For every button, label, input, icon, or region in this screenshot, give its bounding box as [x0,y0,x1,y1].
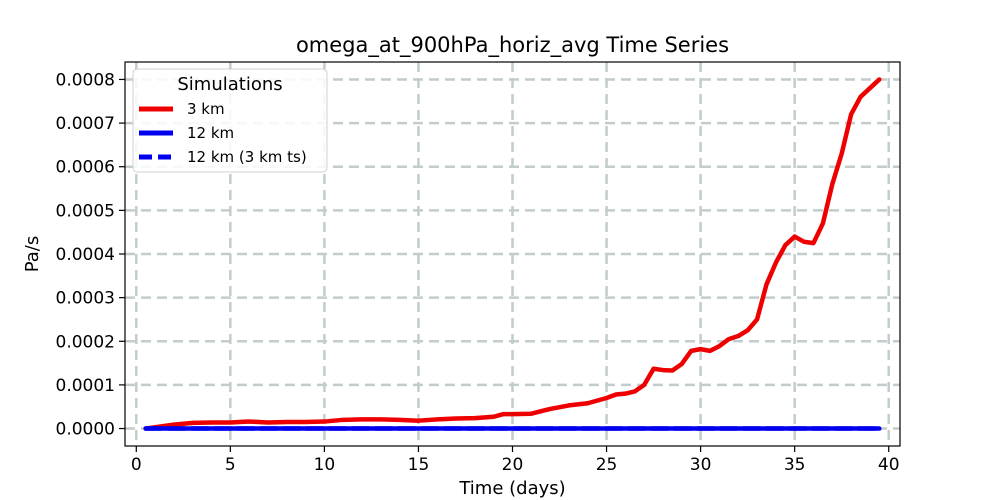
y-tick-label: 0.0001 [56,376,115,396]
x-tick-label: 20 [502,455,524,475]
x-tick-label: 40 [878,455,900,475]
legend: Simulations 3 km 12 km 12 km (3 km ts) [132,68,328,173]
legend-label: 12 km [187,124,234,142]
legend-entry: 12 km (3 km ts) [139,148,307,166]
legend-label: 12 km (3 km ts) [187,148,307,166]
x-axis-label: Time (days) [458,478,565,499]
y-tick-label: 0.0005 [56,201,115,221]
y-axis-ticks: 0.0000 0.0001 0.0002 0.0003 0.0004 0.0005 0.00… [56,70,125,440]
legend-entry: 12 km [139,124,234,142]
x-tick-label: 10 [314,455,336,475]
y-tick-label: 0.0007 [56,114,115,134]
y-tick-label: 0.0004 [56,245,115,265]
x-axis-ticks: 0 5 10 15 20 25 30 35 40 [131,446,900,475]
legend-entries: 3 km 12 km 12 km (3 km ts) [139,100,307,166]
x-tick-label: 30 [690,455,712,475]
series-group [143,77,882,431]
legend-box [132,68,328,173]
legend-label: 3 km [187,100,225,118]
x-tick-label: 35 [784,455,806,475]
x-tick-label: 15 [408,455,430,475]
x-tick-label: 25 [596,455,618,475]
x-tick-label: 5 [225,455,236,475]
chart-title: omega_at_900hPa_horiz_avg Time Series [296,33,729,58]
series-line-3-km [143,77,882,431]
y-tick-label: 0.0006 [56,158,115,178]
y-tick-label: 0.0000 [56,420,115,440]
y-tick-label: 0.0008 [56,70,115,90]
legend-title: Simulations [177,74,282,95]
x-tick-label: 0 [131,455,142,475]
y-tick-label: 0.0003 [56,289,115,309]
y-tick-label: 0.0002 [56,332,115,352]
legend-entry: 3 km [139,100,225,118]
y-axis-label: Pa/s [22,236,43,273]
